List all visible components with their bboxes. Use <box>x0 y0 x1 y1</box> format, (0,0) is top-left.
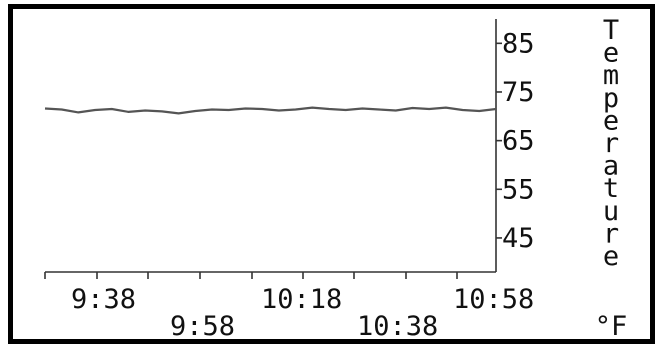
y-axis-label-letter: a <box>603 151 619 182</box>
x-tick-label: 10:58 <box>453 284 534 315</box>
x-tick-label: 10:18 <box>261 284 342 315</box>
y-tick-label: 75 <box>502 77 535 108</box>
y-tick-label: 45 <box>502 223 535 254</box>
temperature-series-line <box>44 106 497 115</box>
y-axis-label-letter: r <box>603 128 619 159</box>
y-axis-label-letter: e <box>603 105 619 136</box>
x-tick-label: 9:38 <box>71 284 136 315</box>
x-tick-label: 9:58 <box>170 311 235 339</box>
series-layer <box>44 106 497 115</box>
y-tick-label: 55 <box>502 174 535 205</box>
y-axis-label-letter: m <box>603 60 619 91</box>
y-axis-label-letter: t <box>603 173 619 204</box>
y-axis-label-letter: e <box>603 241 619 272</box>
y-axis-label-letter: T <box>603 15 619 46</box>
x-tick-label: 10:38 <box>357 311 438 339</box>
y-tick-label: 85 <box>502 28 535 59</box>
y-axis-label-letter: r <box>603 218 619 249</box>
y-axis-label-letter: u <box>603 196 619 227</box>
axis-layer <box>44 19 502 279</box>
y-axis-label-letter: p <box>603 83 619 114</box>
y-tick-label: 65 <box>502 126 535 157</box>
y-axis-unit-label: °F <box>595 311 628 339</box>
y-axis-label-letter: e <box>603 38 619 69</box>
